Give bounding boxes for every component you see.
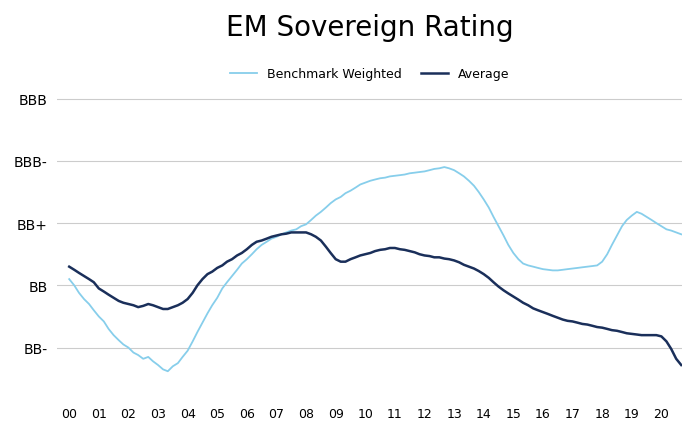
Legend: Benchmark Weighted, Average: Benchmark Weighted, Average [225, 63, 515, 86]
Title: EM Sovereign Rating: EM Sovereign Rating [226, 14, 514, 42]
Benchmark Weighted [677, 232, 686, 237]
Benchmark Weighted [164, 369, 172, 374]
Benchmark Weighted [440, 165, 448, 170]
Benchmark Weighted [588, 264, 596, 269]
Average [208, 270, 216, 275]
Benchmark Weighted [647, 218, 656, 223]
Average [642, 333, 651, 338]
Benchmark Weighted [65, 277, 73, 282]
Benchmark Weighted [455, 171, 464, 177]
Average [223, 260, 231, 265]
Average [65, 264, 73, 270]
Average [450, 258, 458, 263]
Average [287, 230, 295, 236]
Average [598, 326, 606, 331]
Average [583, 322, 592, 327]
Benchmark Weighted [603, 252, 611, 257]
Benchmark Weighted [228, 274, 236, 279]
Line: Benchmark Weighted: Benchmark Weighted [69, 168, 681, 372]
Benchmark Weighted [213, 296, 221, 301]
Line: Average: Average [69, 233, 681, 365]
Average [677, 362, 686, 368]
